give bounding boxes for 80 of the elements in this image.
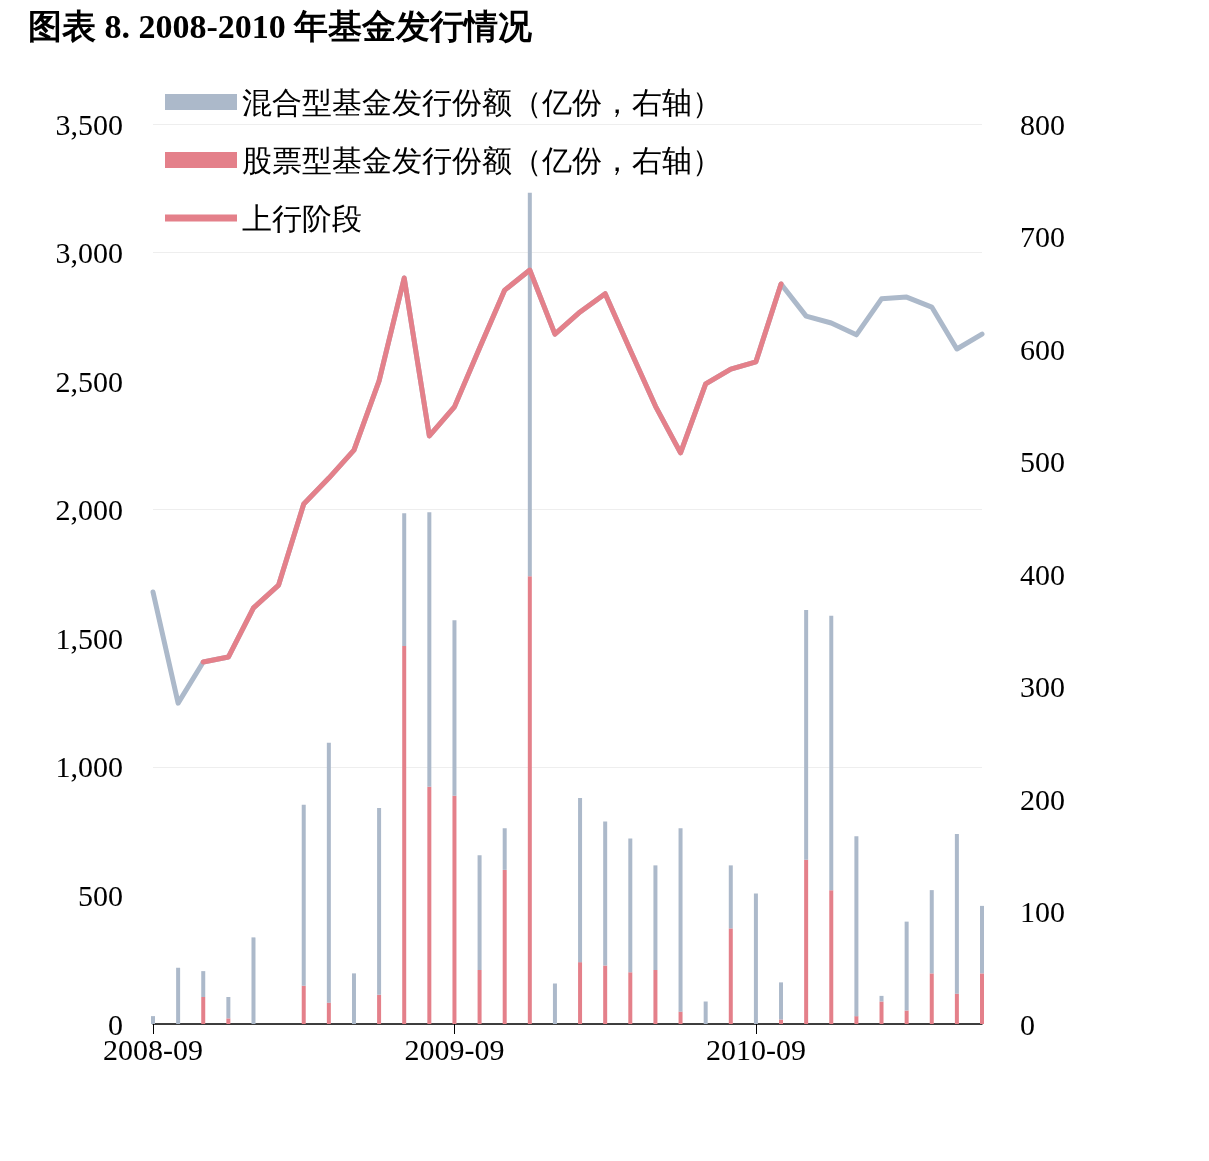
- bar: [804, 610, 809, 860]
- bar: [578, 797, 583, 963]
- bar: [226, 1018, 231, 1024]
- y2-tick-label: 200: [1020, 782, 1065, 816]
- bar: [377, 994, 382, 1024]
- y-tick-label: 1,000: [55, 750, 123, 784]
- bar: [578, 962, 583, 1024]
- bar: [326, 1002, 331, 1024]
- bar: [477, 855, 482, 970]
- legend-label: 上行阶段: [242, 201, 362, 235]
- y2-tick-label: 300: [1020, 670, 1065, 703]
- y-tick-label: 500: [78, 878, 123, 912]
- bar: [753, 893, 758, 1024]
- bar: [452, 620, 457, 796]
- bar: [678, 828, 683, 1012]
- bar: [326, 742, 331, 1003]
- bar: [904, 1010, 909, 1024]
- bar: [628, 838, 633, 973]
- y2-tick-label: 400: [1020, 557, 1065, 591]
- bar: [527, 192, 532, 577]
- bar: [728, 928, 733, 1024]
- bar: [427, 512, 432, 787]
- bar: [854, 836, 859, 1017]
- y2-tick-label: 0: [1020, 1007, 1035, 1041]
- bar: [427, 786, 432, 1024]
- bar: [351, 973, 356, 1024]
- bar: [226, 997, 231, 1019]
- y-tick-label: 3,500: [55, 107, 123, 141]
- bar: [703, 1001, 708, 1024]
- bar: [628, 972, 633, 1024]
- bar: [552, 983, 557, 1024]
- bar: [929, 973, 934, 1024]
- bar: [402, 513, 407, 646]
- bar: [502, 869, 507, 1024]
- legend-label: 股票型基金发行份额（亿份，右轴）: [242, 143, 722, 177]
- bar: [377, 808, 382, 995]
- bar: [829, 890, 834, 1024]
- bar: [502, 828, 507, 870]
- bar: [980, 905, 984, 974]
- bar: [477, 970, 482, 1024]
- y2-tick-label: 500: [1020, 445, 1065, 478]
- bar: [980, 973, 984, 1024]
- x-tick-label: 2009-09: [404, 1032, 505, 1066]
- legend-label: 混合型基金发行份额（亿份，右轴）: [242, 85, 722, 119]
- bar: [904, 921, 909, 1011]
- y-tick-label: 1,500: [55, 621, 123, 655]
- bar: [879, 995, 884, 1002]
- bar: [653, 970, 658, 1024]
- bar: [954, 993, 959, 1024]
- bar: [201, 997, 206, 1024]
- bar: [151, 1016, 155, 1024]
- bar: [728, 865, 733, 929]
- bar: [929, 890, 934, 974]
- bar: [603, 965, 608, 1024]
- y-tick-label: 2,000: [55, 493, 123, 527]
- bar: [527, 576, 532, 1024]
- y2-tick-label: 600: [1020, 332, 1065, 366]
- bar: [678, 1011, 683, 1024]
- bar: [176, 967, 181, 1024]
- y-tick-label: 3,000: [55, 236, 123, 270]
- bar: [879, 1001, 884, 1024]
- bar: [251, 937, 256, 1024]
- y2-tick-label: 700: [1020, 220, 1065, 253]
- bar: [201, 971, 206, 997]
- bar: [653, 865, 658, 970]
- bar: [954, 833, 959, 994]
- bar: [402, 646, 407, 1024]
- bar: [779, 982, 784, 1020]
- bar: [829, 615, 834, 891]
- y2-tick-label: 100: [1020, 895, 1065, 928]
- bar: [603, 821, 608, 966]
- y-tick-label: 2,500: [55, 364, 123, 398]
- bar: [301, 985, 306, 1024]
- y2-tick-label: 800: [1020, 107, 1065, 141]
- chart-title: 图表 8. 2008-2010 年基金发行情况: [28, 7, 533, 47]
- bar: [854, 1016, 859, 1024]
- x-tick-label: 2010-09: [705, 1032, 806, 1066]
- bar: [804, 859, 809, 1024]
- bar: [301, 804, 306, 986]
- bar: [452, 795, 457, 1024]
